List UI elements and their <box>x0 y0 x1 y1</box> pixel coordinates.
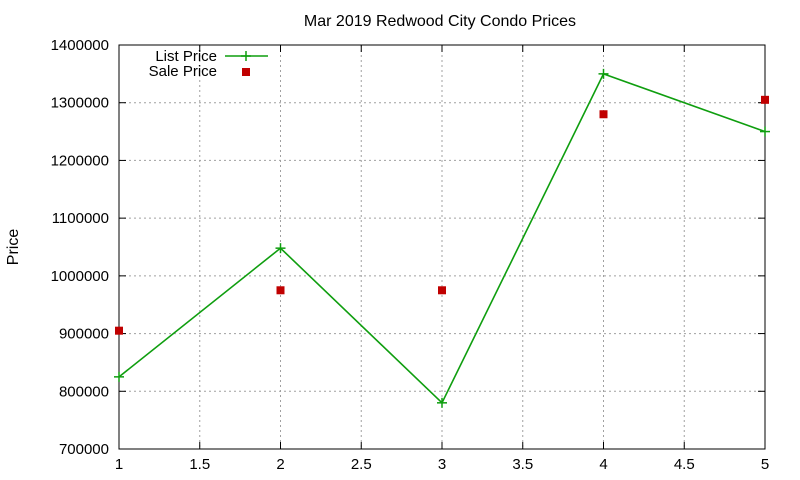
sale-price-point <box>599 110 608 119</box>
y-tick-label: 1300000 <box>51 95 109 112</box>
sale-price-point <box>761 95 769 104</box>
y-axis-label: Price <box>5 229 22 266</box>
x-tick-label: 1 <box>115 456 123 473</box>
x-tick-label: 5 <box>761 456 769 473</box>
y-tick-label: 1400000 <box>51 37 109 54</box>
sale-price-point <box>438 286 446 295</box>
y-tick-label: 1200000 <box>51 152 109 169</box>
y-tick-label: 700000 <box>59 441 109 458</box>
legend: List Price Sale Price <box>149 48 268 80</box>
series-layer <box>114 68 770 408</box>
list-price-point <box>275 243 286 254</box>
x-tick-labels: 1 1.5 2 2.5 3 3.5 4 4.5 5 <box>115 456 769 473</box>
x-tick-label: 2.5 <box>351 456 372 473</box>
legend-marker-list-price <box>241 51 251 61</box>
legend-label-sale-price: Sale Price <box>149 63 217 80</box>
sale-price-point <box>115 326 123 335</box>
list-price-line <box>118 72 766 405</box>
x-tick-label: 3 <box>438 456 446 473</box>
list-price-point <box>598 68 609 79</box>
list-price-point <box>437 397 447 408</box>
legend-label-list-price: List Price <box>155 48 217 65</box>
legend-sample-list-price <box>225 51 268 61</box>
y-tick-label: 900000 <box>59 326 109 343</box>
y-tick-label: 1000000 <box>51 268 109 285</box>
x-tick-label: 4.5 <box>674 456 695 473</box>
chart-title: Mar 2019 Redwood City Condo Prices <box>304 13 576 30</box>
y-tick-label: 800000 <box>59 383 109 400</box>
list-price-point <box>114 371 124 382</box>
legend-sample-sale-price <box>242 68 250 76</box>
x-tick-label: 1.5 <box>189 456 210 473</box>
x-tick-label: 2 <box>276 456 284 473</box>
sale-price-point <box>276 286 285 295</box>
list-price-point <box>760 126 770 137</box>
y-tick-label: 1100000 <box>52 210 109 227</box>
x-tick-label: 4 <box>599 456 607 473</box>
legend-marker-sale-price <box>242 68 250 76</box>
y-tick-labels: 700000 800000 900000 1000000 1100000 1200000 1… <box>51 37 109 458</box>
x-tick-label: 3.5 <box>512 456 533 473</box>
axis-ticks <box>118 44 766 450</box>
grid-lines <box>119 45 765 449</box>
